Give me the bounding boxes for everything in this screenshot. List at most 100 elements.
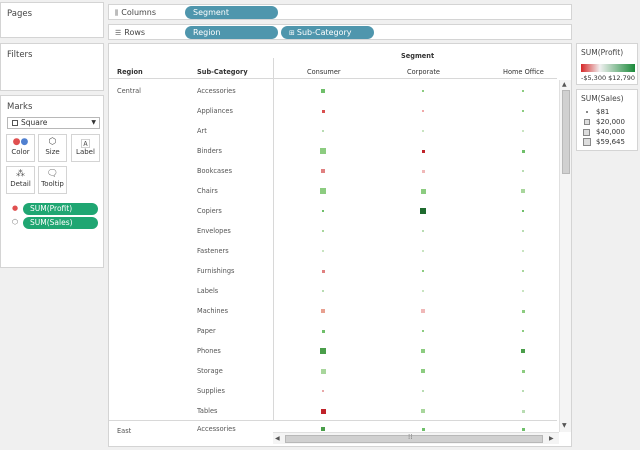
segment-homeoffice-header[interactable]: Home Office xyxy=(503,68,544,76)
data-mark[interactable] xyxy=(322,210,324,212)
data-mark[interactable] xyxy=(422,230,424,232)
detail-button[interactable]: ⁂ Detail xyxy=(6,166,35,194)
data-mark[interactable] xyxy=(420,208,426,214)
sales-size-pill[interactable]: SUM(Sales) xyxy=(23,217,98,229)
region-central-label[interactable]: Central xyxy=(117,87,142,95)
data-mark[interactable] xyxy=(521,189,525,193)
data-mark[interactable] xyxy=(421,409,425,413)
subcategory-label[interactable]: Tables xyxy=(197,407,218,415)
data-mark[interactable] xyxy=(321,89,325,93)
data-mark[interactable] xyxy=(321,169,325,173)
subcategory-label[interactable]: Supplies xyxy=(197,387,225,395)
profit-color-pill[interactable]: SUM(Profit) xyxy=(23,203,98,215)
data-mark[interactable] xyxy=(522,270,524,272)
data-mark[interactable] xyxy=(321,329,325,333)
subcategory-label[interactable]: Copiers xyxy=(197,207,222,215)
data-mark[interactable] xyxy=(421,169,425,173)
size-button[interactable]: ⬡ Size xyxy=(38,134,67,162)
data-mark[interactable] xyxy=(521,309,525,313)
horizontal-scroll-thumb[interactable]: ⁞⁞ xyxy=(285,433,543,443)
segment-header[interactable]: Segment xyxy=(401,52,435,60)
data-mark[interactable] xyxy=(321,269,325,273)
data-mark[interactable] xyxy=(322,290,324,292)
segment-corporate-header[interactable]: Corporate xyxy=(407,68,440,76)
filters-card[interactable]: Filters xyxy=(0,43,104,91)
data-mark[interactable] xyxy=(522,130,524,132)
subcategory-label[interactable]: Bookcases xyxy=(197,167,233,175)
data-mark[interactable] xyxy=(521,349,525,353)
data-mark[interactable] xyxy=(521,369,525,373)
data-mark[interactable] xyxy=(321,427,325,431)
data-mark[interactable] xyxy=(522,230,524,232)
subcategory-label[interactable]: Phones xyxy=(197,347,221,355)
data-mark[interactable] xyxy=(320,408,326,414)
subcategory-label[interactable]: Furnishings xyxy=(197,267,235,275)
segment-pill[interactable]: Segment xyxy=(185,6,278,19)
subcategory-label[interactable]: Appliances xyxy=(197,107,233,115)
label-button[interactable]: 🄰 Label xyxy=(71,134,100,162)
vertical-scroll-thumb[interactable] xyxy=(562,90,570,174)
subcategory-label[interactable]: Labels xyxy=(197,287,219,295)
data-mark[interactable] xyxy=(522,330,524,332)
data-mark[interactable] xyxy=(521,427,525,431)
data-mark[interactable] xyxy=(422,290,424,292)
columns-shelf[interactable]: ⫼ Columns Segment xyxy=(108,4,572,20)
color-button[interactable]: ●● Color xyxy=(6,134,35,162)
data-mark[interactable] xyxy=(321,309,325,313)
mark-type-dropdown[interactable]: Square ▼ xyxy=(7,117,100,129)
subcategory-label[interactable]: Binders xyxy=(197,147,222,155)
subcategory-label[interactable]: Chairs xyxy=(197,187,218,195)
data-mark[interactable] xyxy=(320,348,326,354)
data-mark[interactable] xyxy=(421,309,425,313)
segment-consumer-header[interactable]: Consumer xyxy=(307,68,341,76)
data-mark[interactable] xyxy=(522,250,524,252)
region-pill[interactable]: Region xyxy=(185,26,278,39)
data-mark[interactable] xyxy=(320,148,326,154)
data-mark[interactable] xyxy=(422,250,424,252)
data-mark[interactable] xyxy=(321,109,325,113)
data-mark[interactable] xyxy=(421,427,425,431)
data-mark[interactable] xyxy=(421,369,425,373)
subcategory-label[interactable]: Paper xyxy=(197,327,216,335)
data-mark[interactable] xyxy=(521,149,525,153)
data-mark[interactable] xyxy=(422,110,424,112)
data-mark[interactable] xyxy=(521,409,525,413)
subcategory-label[interactable]: Machines xyxy=(197,307,229,315)
vertical-scrollbar[interactable]: ▲ ▼ xyxy=(559,80,571,432)
region-header[interactable]: Region xyxy=(117,68,143,76)
data-mark[interactable] xyxy=(322,250,324,252)
data-mark[interactable] xyxy=(322,230,324,232)
scroll-down-arrow[interactable]: ▼ xyxy=(562,422,567,429)
subcategory-label[interactable]: Envelopes xyxy=(197,227,231,235)
data-mark[interactable] xyxy=(420,188,426,194)
scroll-right-arrow[interactable]: ▶ xyxy=(549,435,554,442)
rows-shelf[interactable]: ☰ Rows Region ⊞ Sub-Category xyxy=(108,24,572,40)
subcategory-label[interactable]: Storage xyxy=(197,367,223,375)
subcategory-label[interactable]: Art xyxy=(197,127,207,135)
pages-card[interactable]: Pages xyxy=(0,2,104,38)
data-mark[interactable] xyxy=(422,270,424,272)
data-mark[interactable] xyxy=(522,110,524,112)
data-mark[interactable] xyxy=(522,210,524,212)
data-mark[interactable] xyxy=(522,170,524,172)
data-mark[interactable] xyxy=(421,349,425,353)
data-mark[interactable] xyxy=(320,368,326,374)
data-mark[interactable] xyxy=(522,390,524,392)
data-mark[interactable] xyxy=(522,290,524,292)
region-east-label[interactable]: East xyxy=(117,427,132,435)
profit-legend[interactable]: SUM(Profit) -$5,300 $12,790 xyxy=(576,43,638,85)
subcategory-label[interactable]: Accessories xyxy=(197,425,236,433)
subcategory-label[interactable]: Accessories xyxy=(197,87,236,95)
tooltip-button[interactable]: 🗨 Tooltip xyxy=(38,166,67,194)
data-mark[interactable] xyxy=(421,149,425,153)
data-mark[interactable] xyxy=(320,188,326,194)
horizontal-scrollbar[interactable]: ◀ ⁞⁞ ▶ xyxy=(273,432,559,444)
subcategory-pill[interactable]: ⊞ Sub-Category xyxy=(281,26,374,39)
subcategory-label[interactable]: Fasteners xyxy=(197,247,229,255)
data-mark[interactable] xyxy=(422,390,424,392)
data-mark[interactable] xyxy=(322,390,324,392)
sales-legend[interactable]: SUM(Sales) $81 $20,000 $40,000 $59,645 xyxy=(576,89,638,151)
data-mark[interactable] xyxy=(422,90,424,92)
subcategory-header[interactable]: Sub-Category xyxy=(197,68,248,76)
data-mark[interactable] xyxy=(422,330,424,332)
